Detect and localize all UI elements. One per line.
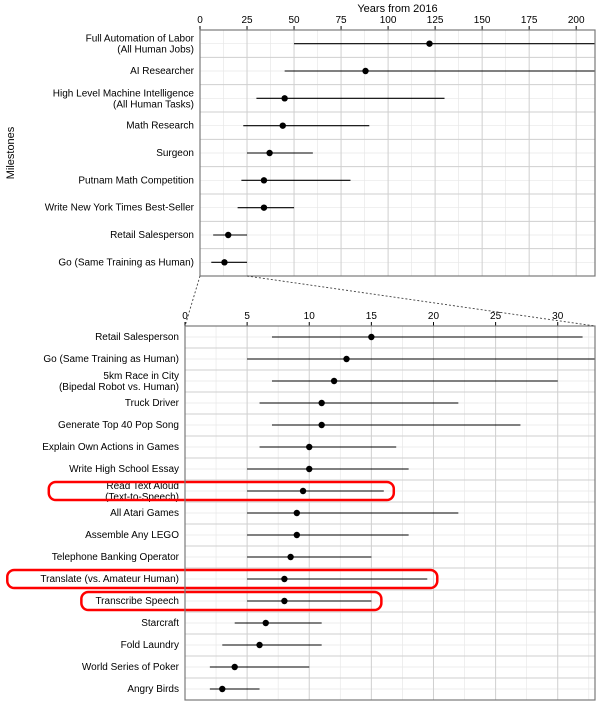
row-label: Explain Own Actions in Games [42,442,179,453]
median-point [318,422,324,428]
row-label: (Text-to-Speech) [105,492,179,503]
row-label: 5km Race in City [103,371,179,382]
median-point [287,554,293,560]
row-label: Putnam Math Competition [78,175,194,186]
median-point [300,488,306,494]
row-label: Translate (vs. Amateur Human) [40,574,179,585]
row-label: Transcribe Speech [95,596,179,607]
axis-title-top: Years from 2016 [357,3,437,15]
x-tick-label: 5 [244,311,250,322]
row-label: Write New York Times Best-Seller [45,203,195,214]
row-label: Telephone Banking Operator [52,552,180,563]
median-point [225,232,231,238]
x-tick-label: 150 [474,15,491,26]
x-tick-label: 100 [380,15,397,26]
median-point [306,466,312,472]
y-axis-label: Milestones [5,126,17,179]
median-point [362,68,368,74]
row-label: Angry Birds [127,684,179,695]
row-label: Retail Salesperson [95,332,179,343]
x-tick-label: 25 [241,15,253,26]
row-label: Full Automation of Labor [86,34,195,45]
median-point [281,95,287,101]
median-point [426,40,432,46]
x-tick-label: 20 [428,311,440,322]
median-point [294,510,300,516]
median-point [261,204,267,210]
row-label: High Level Machine Intelligence [53,88,195,99]
median-point [281,598,287,604]
row-label: Starcraft [141,618,179,629]
median-point [280,122,286,128]
x-tick-label: 50 [288,15,300,26]
median-point [294,532,300,538]
median-point [256,642,262,648]
median-point [231,664,237,670]
median-point [219,686,225,692]
x-tick-label: 125 [427,15,444,26]
median-point [221,259,227,265]
row-label: Assemble Any LEGO [85,530,179,541]
row-label: Go (Same Training as Human) [43,354,179,365]
row-label: (Bipedal Robot vs. Human) [59,382,179,393]
row-label: Write High School Essay [69,464,179,475]
x-tick-label: 25 [490,311,502,322]
row-label: Generate Top 40 Pop Song [58,420,179,431]
median-point [281,576,287,582]
median-point [343,356,349,362]
row-label: Surgeon [156,148,194,159]
median-point [261,177,267,183]
median-point [331,378,337,384]
x-tick-label: 175 [521,15,538,26]
median-point [306,444,312,450]
x-tick-label: 75 [336,15,348,26]
row-label: Math Research [126,121,194,132]
row-label: AI Researcher [130,66,195,77]
row-label: Truck Driver [125,398,180,409]
x-tick-label: 0 [182,311,188,322]
row-label: World Series of Poker [82,662,180,673]
row-label: (All Human Tasks) [113,99,194,110]
median-point [263,620,269,626]
x-tick-label: 10 [304,311,316,322]
row-label: Go (Same Training as Human) [58,257,194,268]
row-label: Retail Salesperson [110,230,194,241]
x-tick-label: 200 [568,15,585,26]
row-label: (All Human Jobs) [117,45,194,56]
median-point [368,334,374,340]
median-point [318,400,324,406]
row-label: Fold Laundry [121,640,179,651]
row-label: All Atari Games [110,508,179,519]
x-tick-label: 15 [366,311,378,322]
median-point [266,150,272,156]
x-tick-label: 0 [197,15,203,26]
milestone-chart: Years from 2016Milestones025507510012515… [0,0,609,709]
x-tick-label: 30 [552,311,564,322]
